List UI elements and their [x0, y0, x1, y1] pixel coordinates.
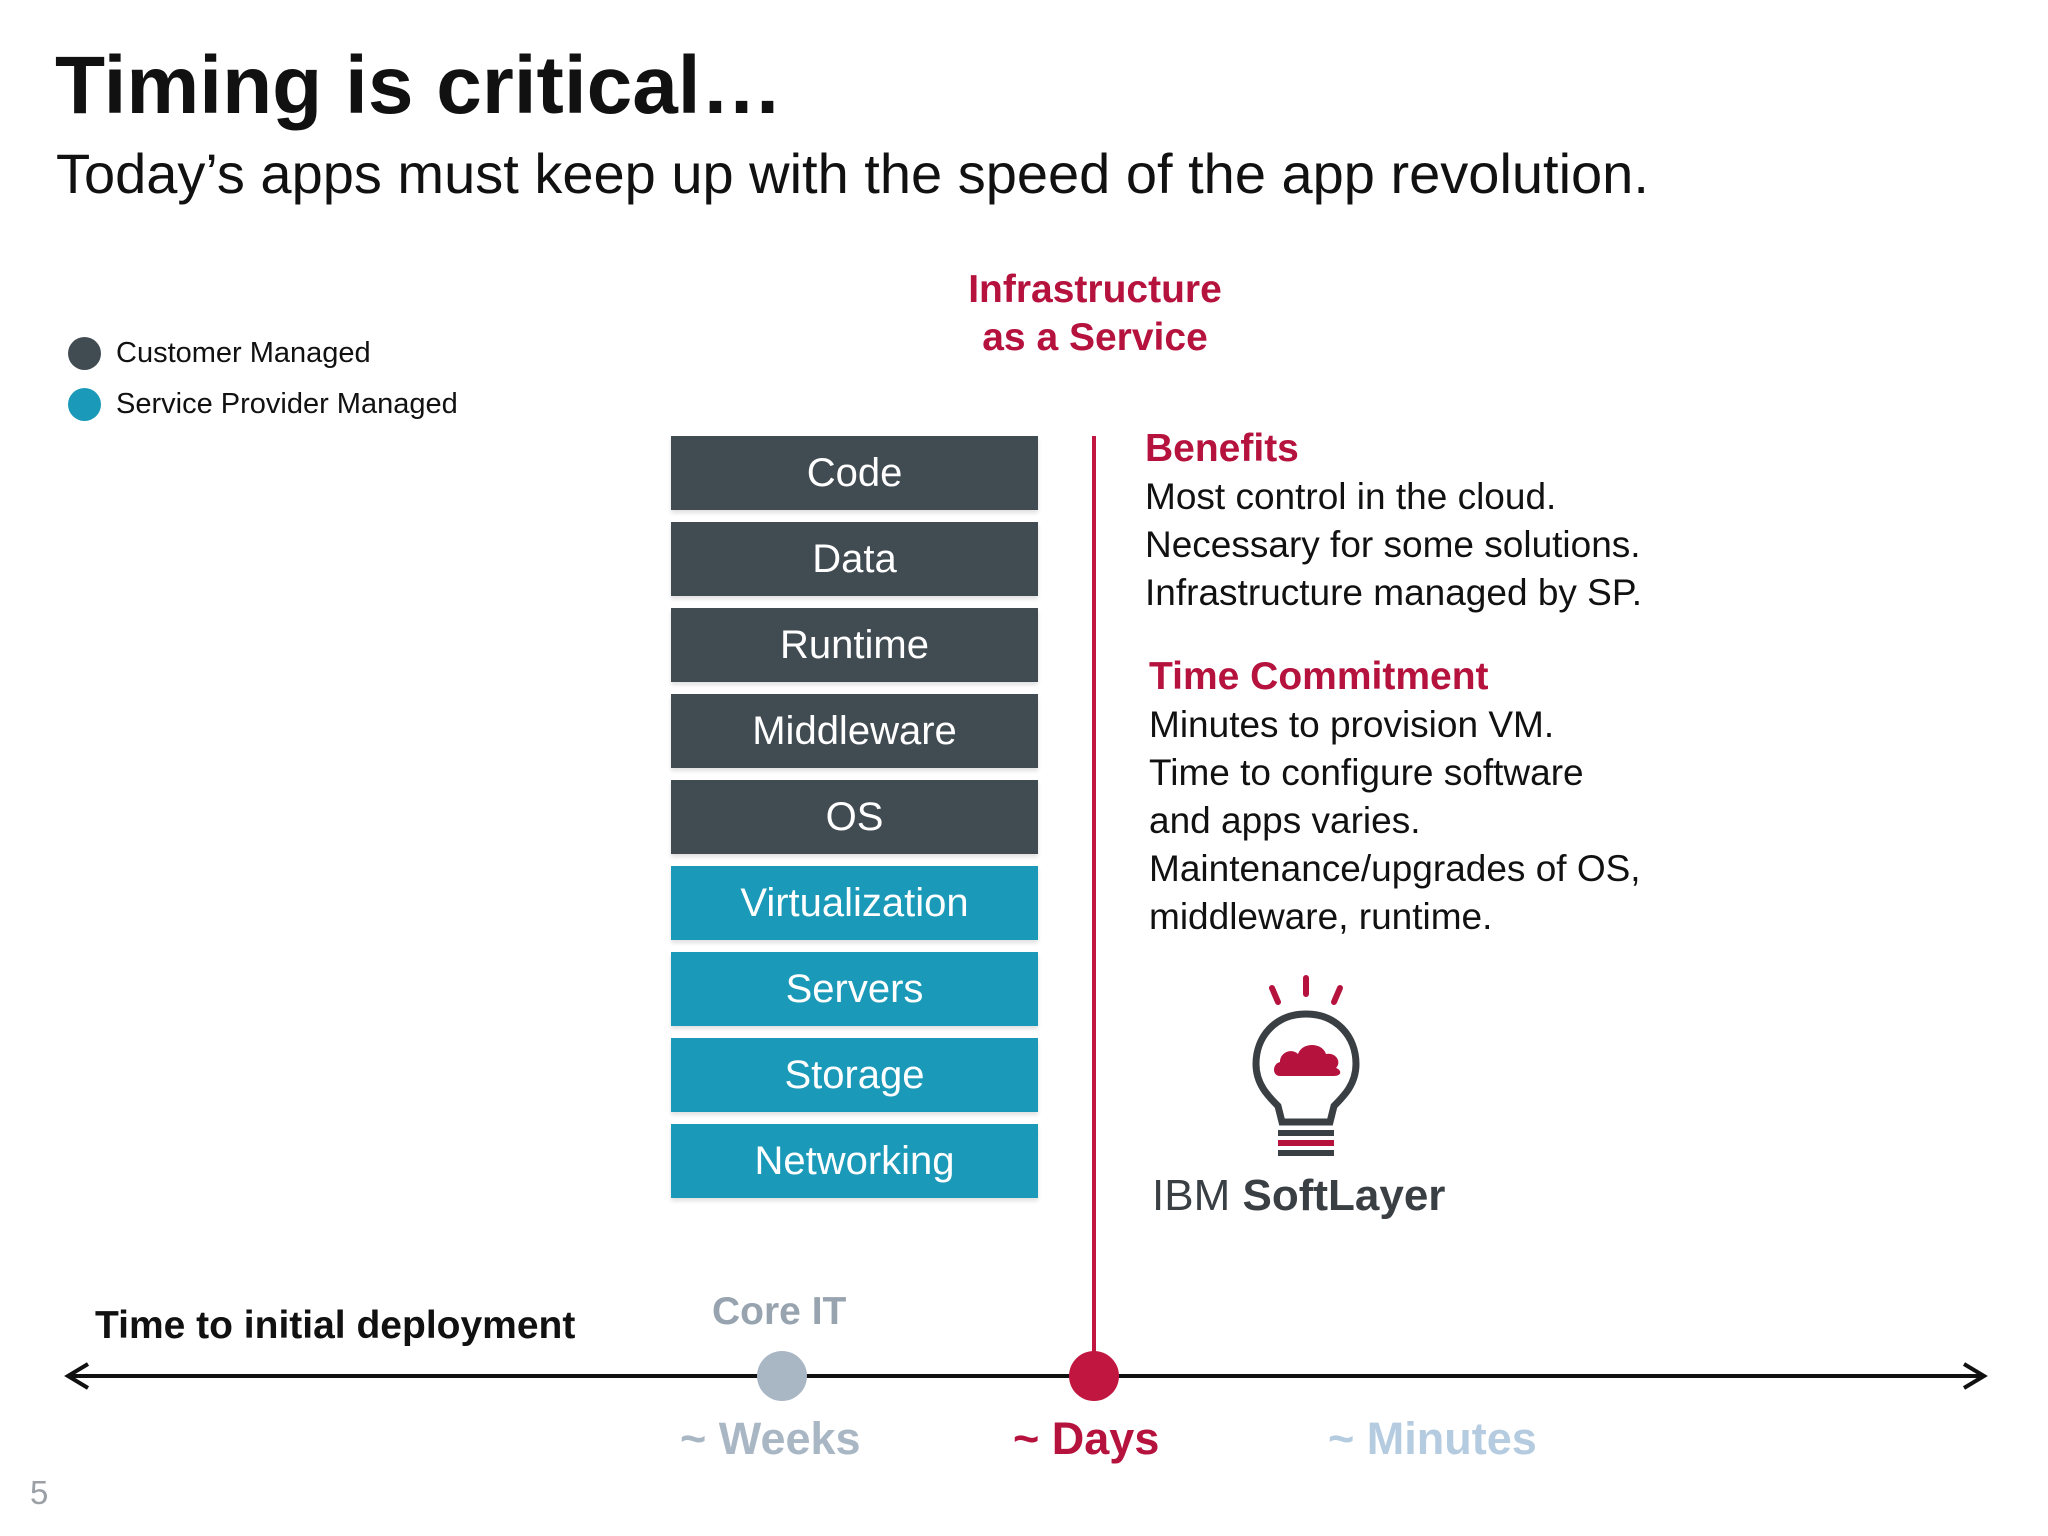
iaas-heading: Infrastructure as a Service [900, 266, 1290, 362]
legend-dot-provider [68, 387, 101, 421]
tick-label-days: ~ Days [1013, 1413, 1160, 1464]
legend-item-customer-managed: Customer Managed [68, 331, 371, 375]
timeline-axis [64, 1351, 1988, 1401]
stack-layer-os: OS [671, 780, 1038, 854]
legend-dot-customer [68, 336, 101, 370]
timeline-axis-label: Time to initial deployment [95, 1304, 576, 1347]
stack-layer-runtime: Runtime [671, 608, 1038, 682]
benefits-line: Most control in the cloud. [1145, 476, 1557, 517]
legend-label: Customer Managed [116, 336, 371, 369]
stack-layer-code: Code [671, 436, 1038, 510]
benefits-line: Necessary for some solutions. [1145, 524, 1641, 565]
legend-item-provider-managed: Service Provider Managed [68, 382, 458, 426]
logo-product: SoftLayer [1242, 1171, 1446, 1220]
cloud-lightbulb-icon [1252, 975, 1360, 1156]
slide-subtitle: Today’s apps must keep up with the speed… [56, 142, 1649, 205]
time-commitment-line: and apps varies. [1149, 800, 1421, 841]
tick-label-weeks: ~ Weeks [680, 1413, 861, 1464]
time-commitment-line: Minutes to provision VM. [1149, 704, 1555, 745]
core-it-label: Core IT [712, 1290, 847, 1333]
benefits-section: Benefits Most control in the cloud. Nece… [1145, 425, 1642, 617]
iaas-marker-line [1092, 436, 1096, 1378]
benefits-line: Infrastructure managed by SP. [1145, 572, 1643, 613]
stack-layer-networking: Networking [671, 1124, 1038, 1198]
stack-layer-storage: Storage [671, 1038, 1038, 1112]
legend-label: Service Provider Managed [116, 387, 458, 420]
tick-label-minutes: ~ Minutes [1328, 1413, 1537, 1464]
iaas-marker [1069, 1351, 1119, 1401]
iaas-heading-line: Infrastructure [968, 268, 1222, 311]
time-commitment-line: Time to configure software [1149, 752, 1584, 793]
page-number: 5 [30, 1474, 49, 1511]
stack-layer-virtualization: Virtualization [671, 866, 1038, 940]
time-commitment-title: Time Commitment [1149, 655, 1489, 698]
core-it-marker [757, 1351, 807, 1401]
timeline-arrow-left [64, 1362, 90, 1390]
service-stack: Code Data Runtime Middleware OS Virtuali… [671, 436, 1038, 1210]
benefits-title: Benefits [1145, 427, 1299, 470]
slide-title: Timing is critical… [55, 40, 783, 131]
time-commitment-line: Maintenance/upgrades of OS, [1149, 848, 1641, 889]
stack-layer-middleware: Middleware [671, 694, 1038, 768]
logo-brand: IBM [1152, 1171, 1231, 1220]
ibm-softlayer-logo: IBM SoftLayer [1152, 1166, 1445, 1226]
stack-layer-servers: Servers [671, 952, 1038, 1026]
timeline-arrow-right [1962, 1362, 1988, 1390]
time-commitment-line: middleware, runtime. [1149, 896, 1493, 937]
iaas-heading-line: as a Service [982, 316, 1208, 359]
time-commitment-section: Time Commitment Minutes to provision VM.… [1149, 653, 1641, 941]
stack-layer-data: Data [671, 522, 1038, 596]
